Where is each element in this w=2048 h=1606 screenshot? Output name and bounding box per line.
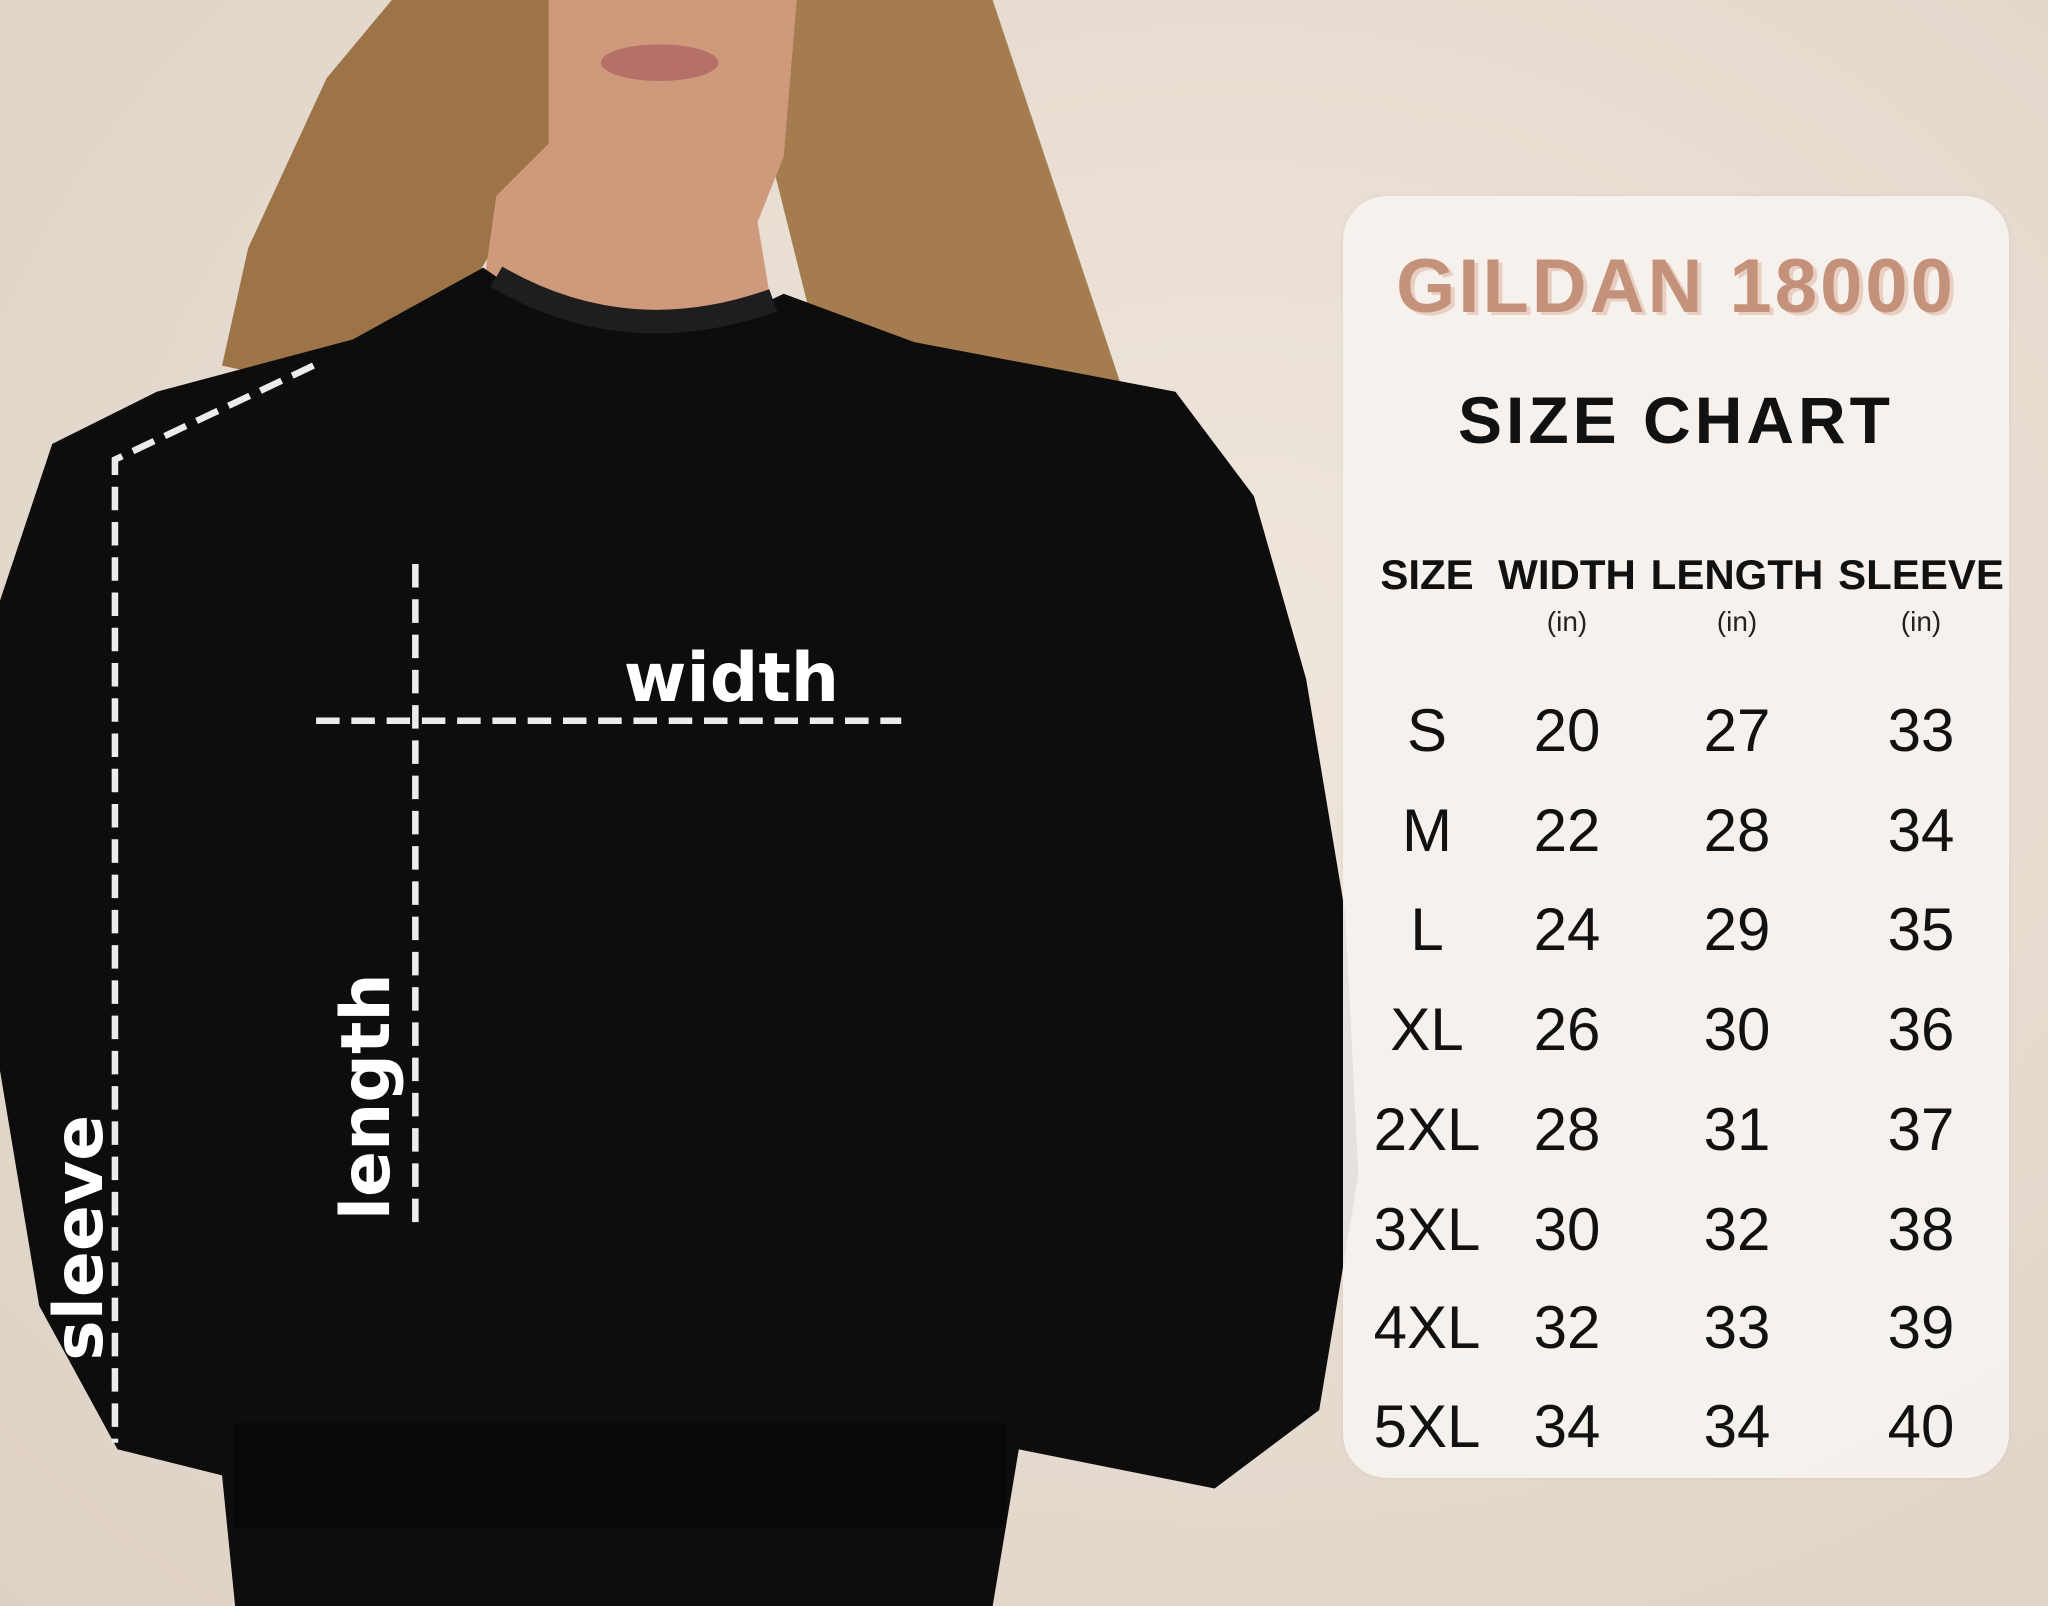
size-cell: 4XL <box>1373 1294 1481 1361</box>
measurement-cell: 35 <box>1887 896 1955 963</box>
measurement-cell: 39 <box>1887 1294 1955 1361</box>
column-header: LENGTH <box>1650 551 1824 598</box>
measurement-cell: 37 <box>1887 1096 1955 1163</box>
measurement-cell: 29 <box>1703 896 1771 963</box>
measurement-cell: 33 <box>1703 1294 1771 1361</box>
measurement-cell: 20 <box>1533 697 1601 764</box>
size-cell: M <box>1402 797 1452 864</box>
size-cell: 2XL <box>1373 1096 1481 1163</box>
sweater <box>0 267 1359 1606</box>
measurement-cell: 27 <box>1703 697 1771 764</box>
measurement-cell: 30 <box>1703 996 1771 1063</box>
sleeve-measure-line <box>111 362 315 1443</box>
size-cell: S <box>1406 697 1448 764</box>
length-label: length <box>327 973 406 1220</box>
measurement-cell: 38 <box>1887 1196 1955 1263</box>
width-label: width <box>624 639 839 718</box>
measurement-cell: 24 <box>1533 896 1601 963</box>
measurement-cell: 40 <box>1887 1393 1955 1460</box>
measurement-cell: 36 <box>1887 996 1955 1063</box>
brand-title: GILDAN 18000 <box>1396 244 1956 329</box>
measurement-cell: 26 <box>1533 996 1601 1063</box>
column-unit: (in) <box>1546 606 1588 637</box>
sleeve-label: sleeve <box>40 1115 119 1361</box>
face <box>483 0 797 347</box>
measurement-cell: 30 <box>1533 1196 1601 1263</box>
column-header: WIDTH <box>1498 551 1636 598</box>
column-header: SIZE <box>1380 551 1474 598</box>
measurement-cell: 28 <box>1703 797 1771 864</box>
measurement-cell: 33 <box>1887 697 1955 764</box>
size-cell: XL <box>1390 996 1464 1063</box>
size-chart-title: SIZE CHART <box>1458 383 1894 457</box>
size-chart-panel: GILDAN 18000 SIZE CHART SIZE WIDTH (in) LEN… <box>1343 196 2009 1478</box>
measurement-cell: 32 <box>1703 1196 1771 1263</box>
measurement-cell: 34 <box>1533 1393 1601 1460</box>
measurement-cell: 28 <box>1533 1096 1601 1163</box>
size-cell: 3XL <box>1373 1196 1481 1263</box>
size-cell: L <box>1410 896 1444 963</box>
hair <box>222 0 562 392</box>
measurement-cell: 32 <box>1533 1294 1601 1361</box>
lips <box>600 44 719 81</box>
size-cell: 5XL <box>1373 1393 1481 1460</box>
column-unit: (in) <box>1716 606 1758 637</box>
column-header: SLEEVE <box>1838 551 2004 598</box>
measurement-cell: 34 <box>1703 1393 1771 1460</box>
column-unit: (in) <box>1900 606 1942 637</box>
measurement-cell: 22 <box>1533 797 1601 864</box>
measurement-cell: 31 <box>1703 1096 1771 1163</box>
measurement-cell: 34 <box>1887 797 1955 864</box>
